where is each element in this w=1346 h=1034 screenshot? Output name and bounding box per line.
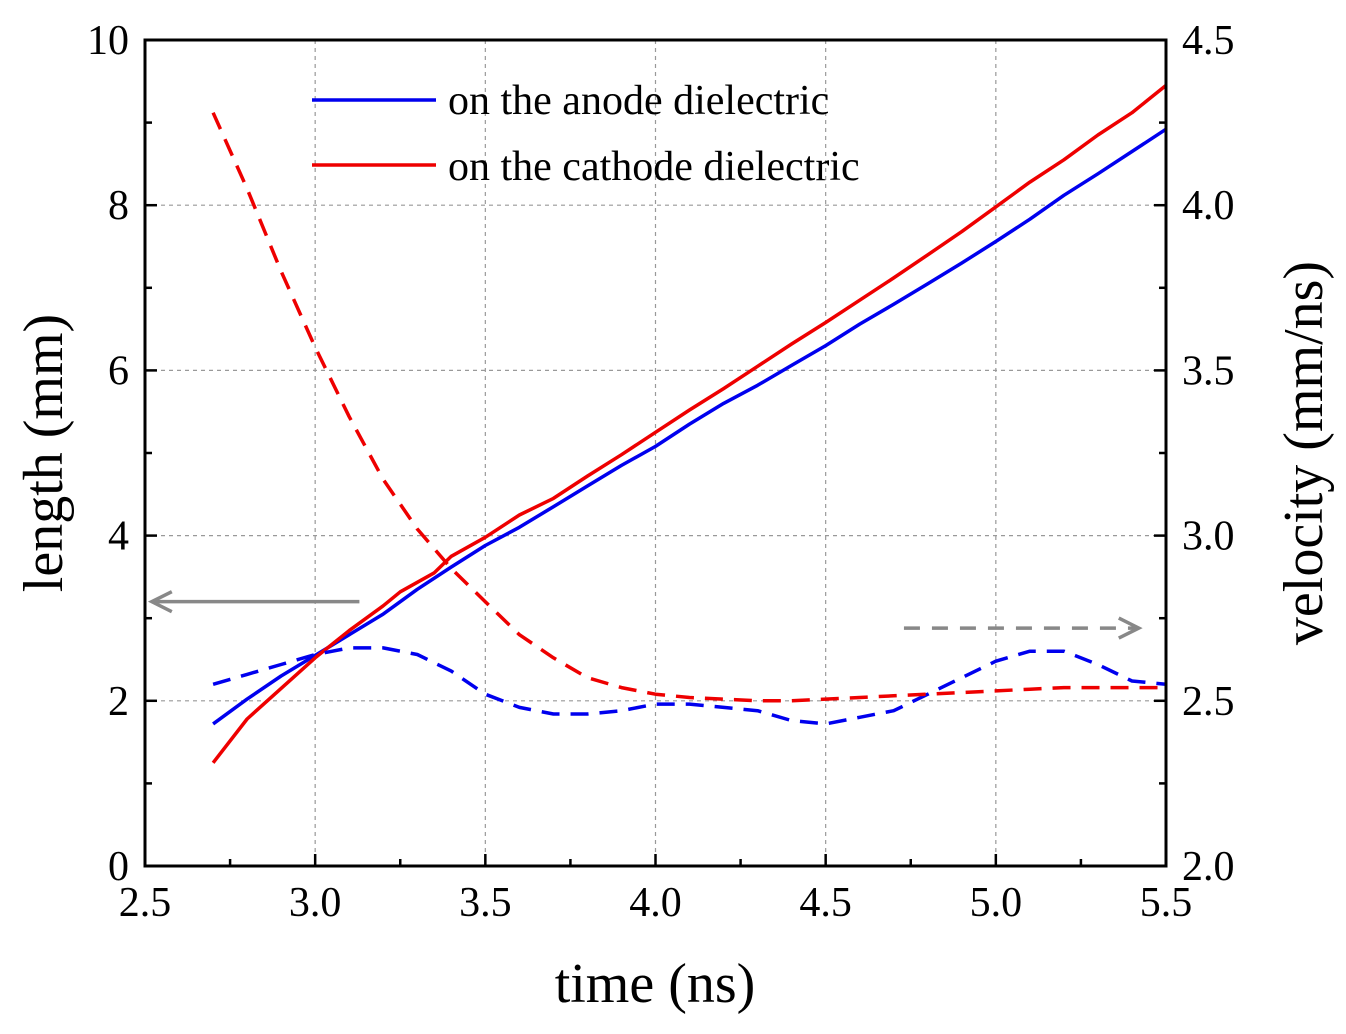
grid — [145, 40, 1166, 866]
series-length-on-the-cathode-dielectric — [211, 84, 1168, 764]
y-axis-right-title: velocity (mm/ns) — [1273, 261, 1335, 645]
y-right-tick-label: 4.5 — [1182, 18, 1235, 64]
arrow-right-head — [1117, 616, 1143, 640]
x-tick-label: 4.5 — [799, 880, 852, 926]
x-tick-label: 2.5 — [119, 880, 172, 926]
series-velocity-on-the-cathode-dielectric — [211, 111, 1166, 703]
x-tick-label: 3.5 — [459, 880, 512, 926]
y-right-tick-label: 2.0 — [1182, 844, 1235, 890]
y-axis-left-title: length (mm) — [13, 314, 75, 592]
x-tick-label: 5.0 — [970, 880, 1023, 926]
y-right-tick-label: 3.0 — [1182, 514, 1235, 560]
y-right-tick-label: 4.0 — [1182, 183, 1235, 229]
x-tick-label: 3.0 — [289, 880, 342, 926]
legend: on the anode dielectric on the cathode d… — [312, 78, 860, 190]
y-left-tick-label: 2 — [108, 679, 129, 725]
series-layer — [211, 84, 1168, 764]
y-left-tick-label: 8 — [108, 183, 129, 229]
y-left-tick-label: 0 — [108, 844, 129, 890]
x-tick-label: 5.5 — [1140, 880, 1193, 926]
series-length-on-the-anode-dielectric — [212, 127, 1167, 726]
y-left-tick-label: 6 — [108, 348, 129, 394]
legend-label-anode: on the anode dielectric — [448, 78, 829, 124]
legend-label-cathode: on the cathode dielectric — [448, 144, 860, 190]
series-velocity-on-the-anode-dielectric — [212, 646, 1167, 726]
y-left-tick-label: 10 — [87, 18, 129, 64]
axis-arrows — [147, 590, 1143, 640]
ticks: 2.5 3.0 3.5 4.0 4.5 5.0 5.5 0 2 4 6 8 10 2.0 2.5 3.0 3.5… — [87, 18, 1235, 926]
y-left-tick-label: 4 — [108, 514, 129, 560]
x-tick-label: 4.0 — [629, 880, 682, 926]
y-right-tick-label: 2.5 — [1182, 679, 1235, 725]
y-right-tick-label: 3.5 — [1182, 348, 1235, 394]
arrow-left-head — [147, 590, 173, 614]
x-axis-title: time (ns) — [555, 953, 756, 1015]
